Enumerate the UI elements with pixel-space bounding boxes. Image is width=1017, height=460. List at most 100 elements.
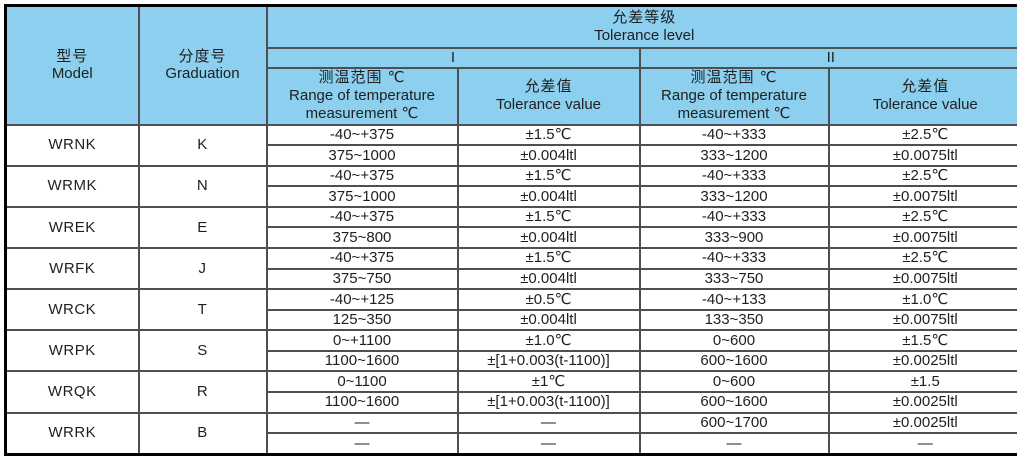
cell-model: WREK bbox=[4, 205, 140, 249]
cell-graduation: S bbox=[137, 329, 268, 373]
cell-tolerance-i: ±1℃ bbox=[456, 370, 641, 393]
tolerance-value-i-header-en: Tolerance value bbox=[495, 96, 602, 113]
cell-range-ii: 333~750 bbox=[638, 267, 830, 291]
table-row: — — — — bbox=[6, 432, 1017, 456]
cell-range-i: — bbox=[265, 411, 459, 435]
cell-tolerance-i: ±0.004ltl bbox=[456, 144, 641, 167]
cell-graduation: N bbox=[137, 164, 268, 208]
table-row: 1100~1600 ±[1+0.003(t-1100)] 600~1600 ±0… bbox=[6, 349, 1017, 373]
cell-range-ii: 0~600 bbox=[638, 329, 830, 352]
column-header-level-i: I bbox=[265, 46, 641, 69]
table-row: 375~1000 ±0.004ltl 333~1200 ±0.0075ltl bbox=[6, 185, 1017, 208]
cell-tolerance-i: ±1.5℃ bbox=[456, 246, 641, 270]
range-ii-header-zh: 测温范围 ℃ bbox=[690, 69, 778, 87]
cell-range-ii: -40~+133 bbox=[638, 288, 830, 311]
cell-range-i: — bbox=[265, 432, 459, 456]
cell-tolerance-ii: — bbox=[827, 432, 1017, 456]
table-row: 1100~1600 ±[1+0.003(t-1100)] 600~1600 ±0… bbox=[6, 391, 1017, 414]
cell-tolerance-ii: ±0.0075ltl bbox=[827, 226, 1017, 249]
cell-model: WRCK bbox=[4, 288, 140, 332]
cell-range-i: -40~+375 bbox=[265, 205, 459, 229]
cell-model: WRPK bbox=[4, 329, 140, 373]
cell-tolerance-i: — bbox=[456, 411, 641, 435]
cell-tolerance-ii: ±0.0075ltl bbox=[827, 144, 1017, 167]
tolerance-value-ii-header-zh: 允差值 bbox=[901, 78, 950, 96]
cell-range-i: -40~+375 bbox=[265, 123, 459, 147]
cell-range-ii: 333~900 bbox=[638, 226, 830, 249]
cell-tolerance-ii: ±1.5 bbox=[827, 370, 1017, 393]
cell-tolerance-ii: ±2.5℃ bbox=[827, 164, 1017, 188]
cell-range-ii: 133~350 bbox=[638, 308, 830, 332]
cell-graduation: J bbox=[137, 246, 268, 291]
cell-range-ii: 333~1200 bbox=[638, 144, 830, 167]
cell-range-i: 375~800 bbox=[265, 226, 459, 249]
cell-tolerance-i: — bbox=[456, 432, 641, 456]
cell-range-i: -40~+375 bbox=[265, 246, 459, 270]
cell-tolerance-i: ±1.5℃ bbox=[456, 205, 641, 229]
cell-range-i: 375~1000 bbox=[265, 185, 459, 208]
cell-graduation: R bbox=[137, 370, 268, 414]
cell-tolerance-ii: ±1.5℃ bbox=[827, 329, 1017, 352]
cell-graduation: K bbox=[137, 123, 268, 167]
cell-range-ii: 0~600 bbox=[638, 370, 830, 393]
cell-model: WRMK bbox=[4, 164, 140, 208]
table-row: WRPK S 0~+1100 ±1.0℃ 0~600 ±1.5℃ bbox=[4, 329, 1017, 373]
column-header-tolerance-value-i: 允差值 Tolerance value bbox=[456, 66, 641, 126]
cell-tolerance-i: ±0.004ltl bbox=[456, 267, 641, 291]
cell-range-i: 125~350 bbox=[265, 308, 459, 332]
cell-tolerance-ii: ±0.0075ltl bbox=[827, 267, 1017, 291]
cell-tolerance-i: ±0.004ltl bbox=[456, 226, 641, 249]
cell-range-i: 0~1100 bbox=[265, 370, 459, 393]
cell-range-ii: -40~+333 bbox=[638, 164, 830, 188]
graduation-header-en: Graduation bbox=[165, 65, 240, 83]
cell-tolerance-ii: ±2.5℃ bbox=[827, 205, 1017, 229]
tolerance-level-header-en: Tolerance level bbox=[594, 26, 695, 44]
cell-tolerance-ii: ±2.5℃ bbox=[827, 246, 1017, 270]
cell-tolerance-ii: ±0.0025ltl bbox=[827, 411, 1017, 435]
range-i-header-zh: 测温范围 ℃ bbox=[318, 69, 406, 87]
graduation-header-zh: 分度号 bbox=[178, 47, 227, 65]
cell-model: WRRK bbox=[4, 411, 140, 456]
cell-range-i: 375~750 bbox=[265, 267, 459, 291]
model-header-zh: 型号 bbox=[56, 47, 89, 65]
table-row: WRCK T -40~+125 ±0.5℃ -40~+133 ±1.0℃ bbox=[4, 288, 1017, 332]
cell-range-ii: 600~1600 bbox=[638, 391, 830, 414]
cell-tolerance-ii: ±2.5℃ bbox=[827, 123, 1017, 147]
cell-range-ii: -40~+333 bbox=[638, 246, 830, 270]
column-header-range-i: 测温范围 ℃ Range of temperature measurement … bbox=[265, 66, 459, 126]
cell-tolerance-ii: ±0.0075ltl bbox=[827, 308, 1017, 332]
cell-range-i: 1100~1600 bbox=[265, 349, 459, 373]
range-ii-header-en: Range of temperature measurement ℃ bbox=[661, 87, 807, 122]
cell-range-ii: — bbox=[638, 432, 830, 456]
tolerance-level-header-zh: 允差等级 bbox=[612, 9, 677, 27]
cell-range-ii: -40~+333 bbox=[638, 205, 830, 229]
table-row: WRMK N -40~+375 ±1.5℃ -40~+333 ±2.5℃ bbox=[4, 164, 1017, 208]
column-header-model: 型号 Model bbox=[4, 4, 140, 126]
table-row: WRRK B — — 600~1700 ±0.0025ltl bbox=[4, 411, 1017, 456]
cell-graduation: T bbox=[137, 288, 268, 332]
cell-range-ii: -40~+333 bbox=[638, 123, 830, 147]
model-header-en: Model bbox=[51, 65, 93, 83]
cell-tolerance-i: ±0.004ltl bbox=[456, 308, 641, 332]
cell-range-ii: 333~1200 bbox=[638, 185, 830, 208]
column-header-range-ii: 测温范围 ℃ Range of temperature measurement … bbox=[638, 66, 830, 126]
table-row: WRFK J -40~+375 ±1.5℃ -40~+333 ±2.5℃ bbox=[4, 246, 1017, 291]
cell-tolerance-ii: ±0.0075ltl bbox=[827, 185, 1017, 208]
cell-range-i: 1100~1600 bbox=[265, 391, 459, 414]
cell-model: WRFK bbox=[4, 246, 140, 291]
cell-tolerance-i: ±1.0℃ bbox=[456, 329, 641, 352]
table-row: 375~750 ±0.004ltl 333~750 ±0.0075ltl bbox=[6, 267, 1017, 291]
cell-tolerance-i: ±1.5℃ bbox=[456, 164, 641, 188]
tolerance-table: 型号 Model 分度号 Graduation 允差等级 Tolerance l… bbox=[4, 4, 1017, 456]
cell-tolerance-ii: ±1.0℃ bbox=[827, 288, 1017, 311]
cell-tolerance-i: ±[1+0.003(t-1100)] bbox=[456, 391, 641, 414]
column-header-level-ii: II bbox=[638, 46, 1017, 69]
cell-tolerance-ii: ±0.0025ltl bbox=[827, 349, 1017, 373]
column-header-tolerance-level: 允差等级 Tolerance level bbox=[265, 4, 1017, 49]
cell-range-i: 375~1000 bbox=[265, 144, 459, 167]
column-header-graduation: 分度号 Graduation bbox=[137, 4, 268, 126]
table-row: WREK E -40~+375 ±1.5℃ -40~+333 ±2.5℃ bbox=[4, 205, 1017, 249]
cell-graduation: E bbox=[137, 205, 268, 249]
column-header-tolerance-value-ii: 允差值 Tolerance value bbox=[827, 66, 1017, 126]
